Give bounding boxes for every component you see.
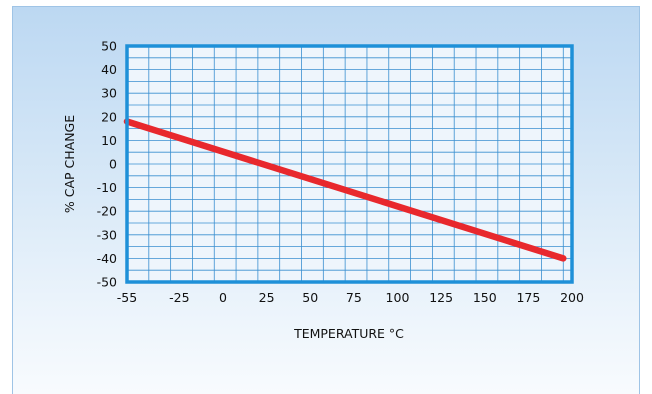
y-tick-labels: 50 40 30 20 10 0 -10 -20 -30 -40 -50	[97, 39, 117, 290]
x-tick-label: 150	[473, 290, 497, 305]
y-tick-label: -30	[97, 227, 117, 242]
x-tick-label: 125	[429, 290, 453, 305]
y-axis-label: % CAP CHANGE	[62, 115, 77, 213]
x-tick-label: 100	[386, 290, 410, 305]
series-layer	[123, 118, 567, 262]
x-tick-label: 75	[346, 290, 362, 305]
y-tick-label: -20	[97, 204, 117, 219]
y-tick-label: -10	[97, 180, 117, 195]
series-line-1	[123, 118, 567, 262]
y-tick-label: 10	[101, 133, 117, 148]
x-tick-label: 0	[219, 290, 227, 305]
x-tick-label: 25	[259, 290, 275, 305]
x-tick-label: 200	[560, 290, 584, 305]
y-tick-label: 30	[101, 86, 117, 101]
y-tick-label: -40	[97, 251, 117, 266]
x-tick-labels: -55 -25 0 25 50 75 100 125 150 175 200	[117, 290, 584, 305]
y-tick-label: 20	[101, 109, 117, 124]
x-tick-label: -55	[117, 290, 137, 305]
y-tick-label: 50	[101, 39, 117, 54]
y-tick-label: 40	[101, 62, 117, 77]
x-tick-label: 175	[516, 290, 540, 305]
plot-frame	[125, 44, 574, 284]
y-tick-label: -50	[97, 275, 117, 290]
x-tick-label: -25	[169, 290, 189, 305]
y-tick-label: 0	[109, 157, 117, 172]
x-tick-label: 50	[302, 290, 318, 305]
grid	[126, 45, 572, 283]
x-axis-label: TEMPERATURE °C	[293, 326, 404, 341]
